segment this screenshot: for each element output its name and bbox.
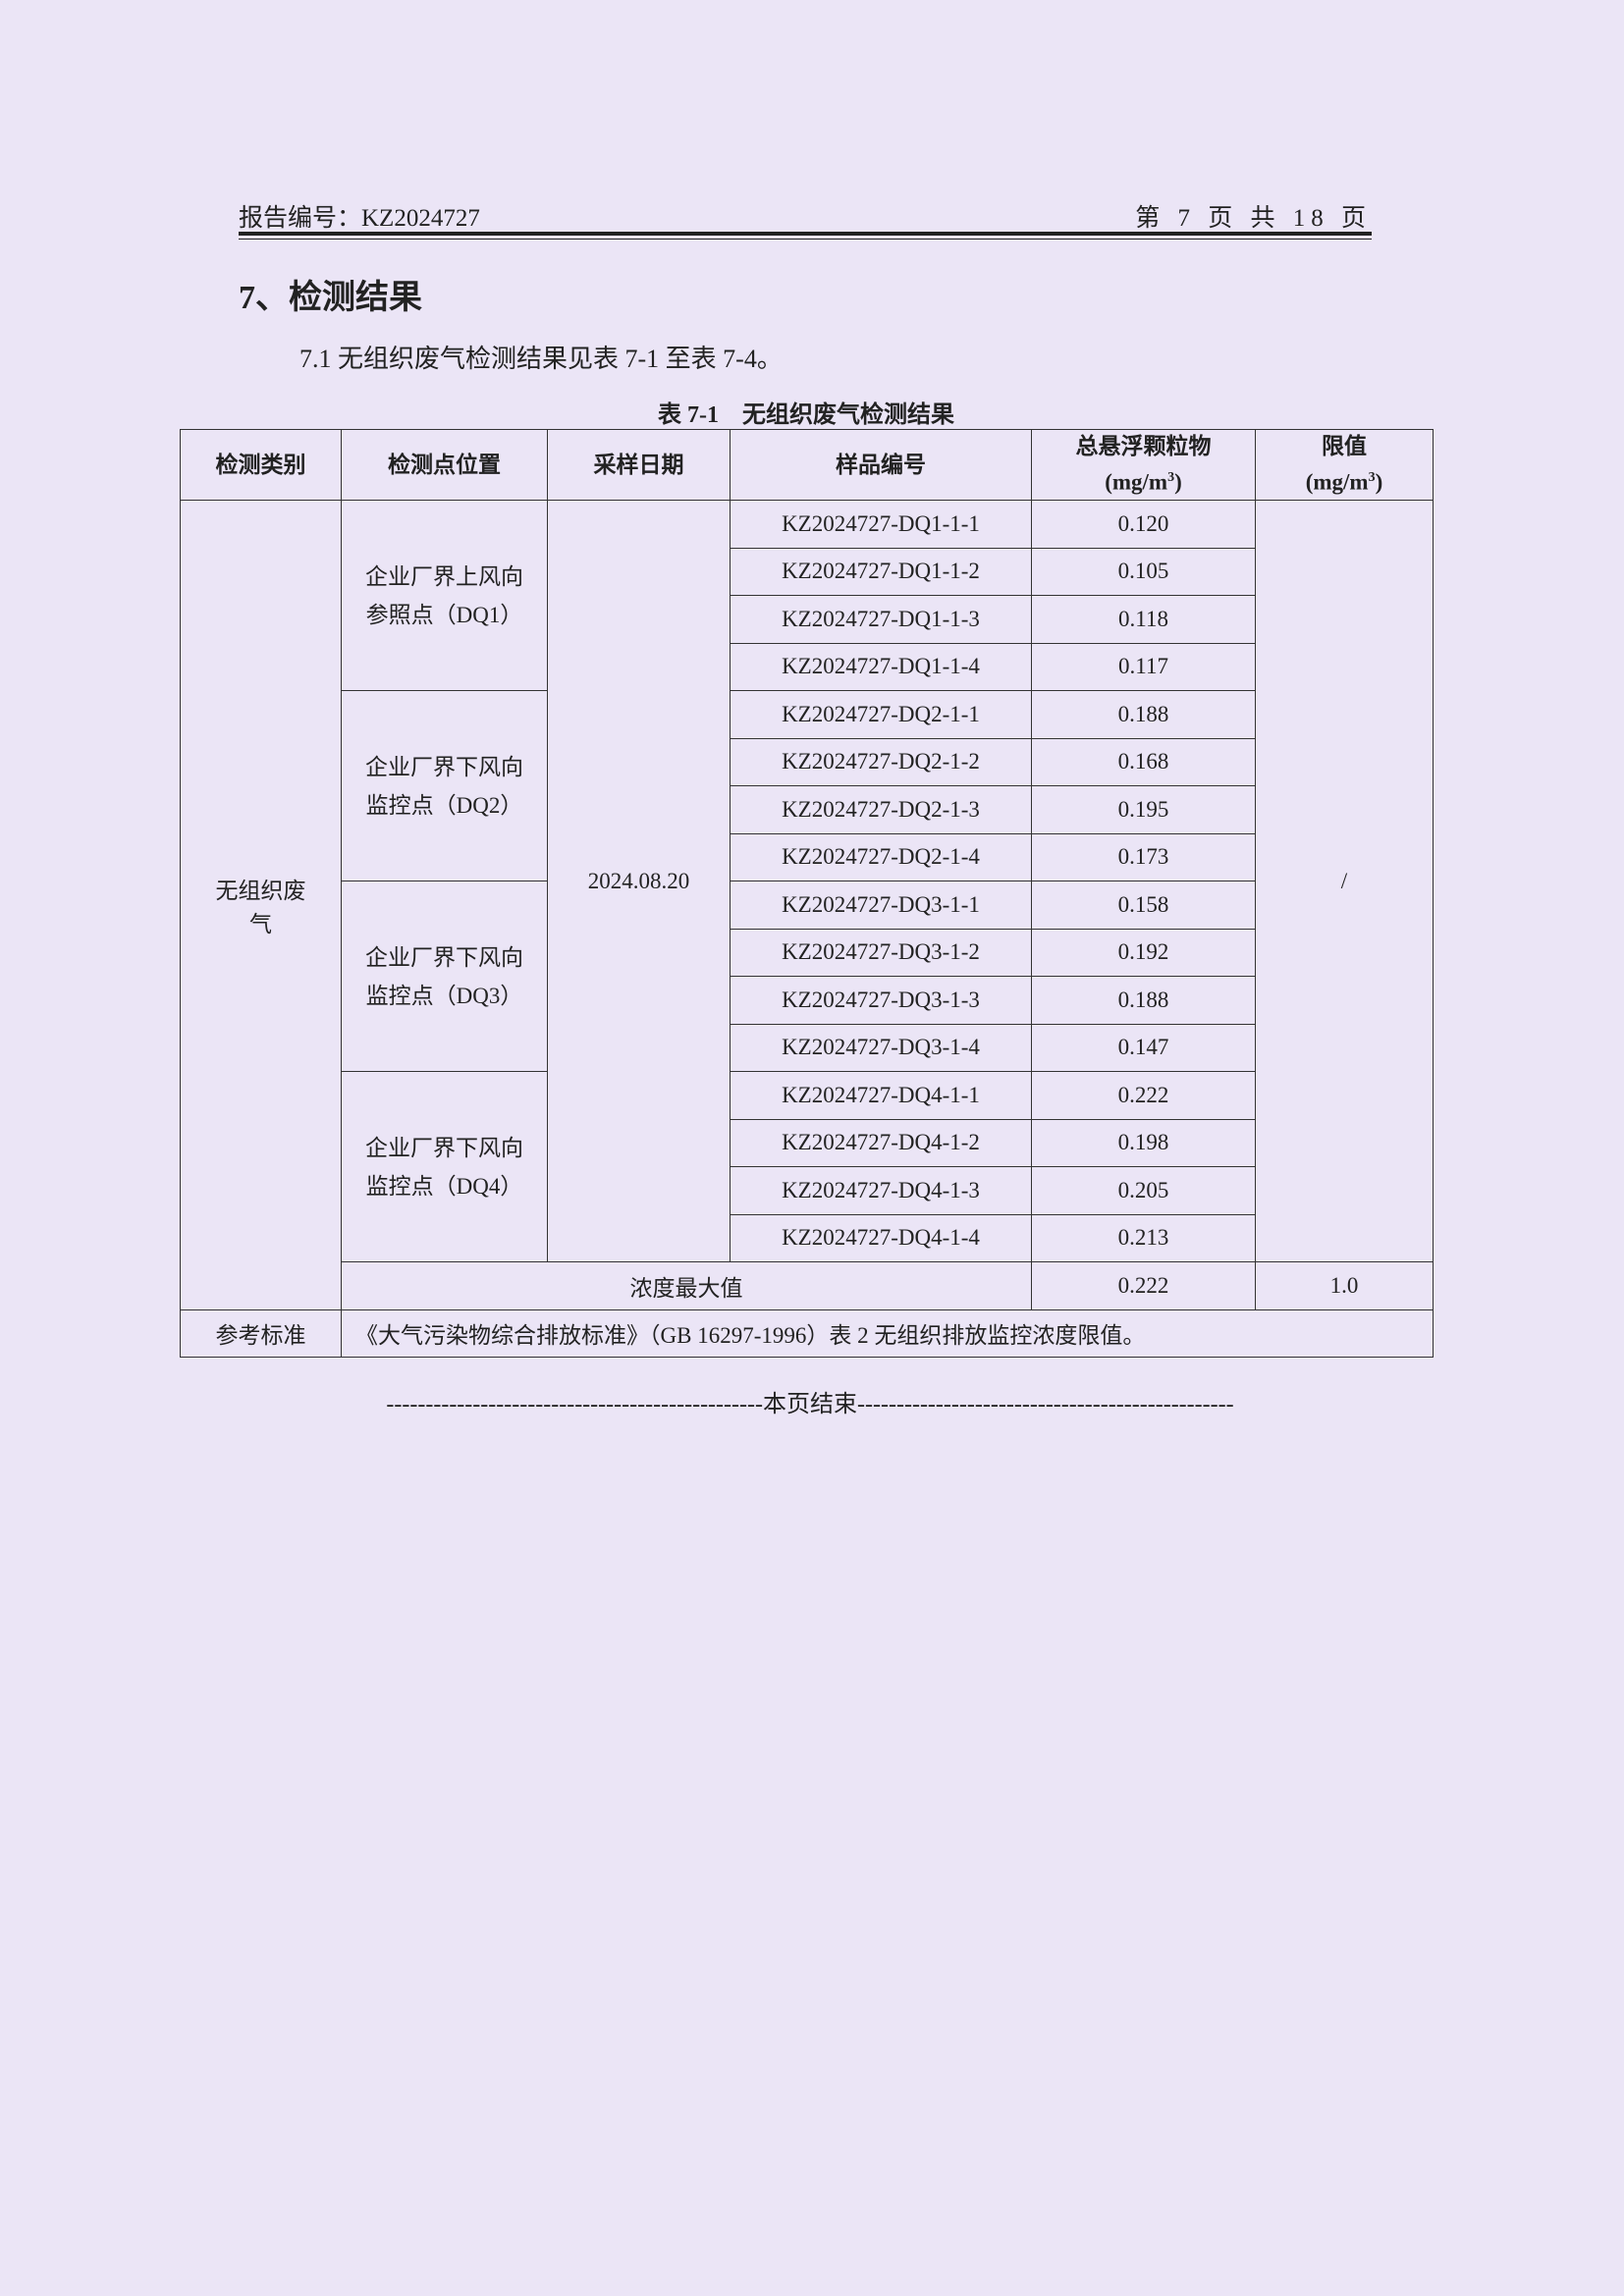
sample-id: KZ2024727-DQ2-1-3 (730, 785, 1032, 834)
col-header: 采样日期 (547, 429, 731, 501)
sample-id: KZ2024727-DQ4-1-4 (730, 1213, 1032, 1262)
table-caption: 表 7-1 无组织废气检测结果 (658, 402, 954, 428)
col-header-tsp: 总悬浮颗粒物 (mg/m3) (1031, 429, 1256, 501)
report-number: 报告编号：KZ2024727 (239, 205, 480, 232)
sample-id: KZ2024727-DQ3-1-2 (730, 928, 1032, 977)
tsp-value: 0.188 (1031, 976, 1256, 1025)
max-value: 0.222 (1031, 1261, 1256, 1310)
tsp-value: 0.198 (1031, 1118, 1256, 1167)
sample-id: KZ2024727-DQ1-1-3 (730, 595, 1032, 644)
table-row: 无组织废气 企业厂界上风向参照点（DQ1） 2024.08.20 KZ2024727-… (180, 500, 1434, 1310)
reference-row: 参考标准 《大气污染物综合排放标准》（GB 16297-1996）表 2 无组织排… (180, 1308, 1434, 1358)
table-row: KZ2024727-DQ3-1-3 0.188 (181, 976, 1434, 1025)
table-row: KZ2024727-DQ4-1-3 0.205 (181, 1166, 1434, 1215)
header-rule-thin (239, 239, 1372, 240)
sample-id: KZ2024727-DQ1-1-4 (730, 642, 1032, 691)
intro-paragraph: 7.1 无组织废气检测结果见表 7-1 至表 7-4。 (299, 345, 783, 373)
table-row: KZ2024727-DQ2-1-4 0.173 (181, 832, 1434, 881)
table-row: KZ2024727-DQ3-1-2 0.192 (181, 928, 1434, 977)
sample-id: KZ2024727-DQ3-1-3 (730, 976, 1032, 1025)
location-cell: 企业厂界上风向参照点（DQ1） (341, 500, 548, 691)
table-row: 企业厂界下风向监控点（DQ3） KZ2024727-DQ3-1-1 0.158 (181, 881, 1434, 1072)
col-header: 检测类别 (180, 429, 342, 501)
table-row: KZ2024727-DQ2-1-3 0.195 (181, 785, 1434, 834)
table-row: 企业厂界下风向监控点（DQ4） KZ2024727-DQ4-1-1 0.222 (181, 1071, 1434, 1262)
max-row: 浓度最大值 0.222 1.0 (181, 1261, 1434, 1310)
sample-id: KZ2024727-DQ2-1-1 (730, 690, 1032, 739)
location-cell: 企业厂界下风向监控点（DQ3） (341, 881, 548, 1072)
sample-id: KZ2024727-DQ3-1-1 (730, 881, 1032, 930)
col-header-limit: 限值 (mg/m3) (1255, 429, 1434, 501)
table-row: KZ2024727-DQ4-1-2 0.198 (181, 1118, 1434, 1167)
tsp-value: 0.213 (1031, 1213, 1256, 1262)
sample-id: KZ2024727-DQ3-1-4 (730, 1023, 1032, 1072)
reference-text: 《大气污染物综合排放标准》（GB 16297-1996）表 2 无组织排放监控浓… (341, 1308, 1434, 1358)
tsp-value: 0.147 (1031, 1023, 1256, 1072)
sample-id: KZ2024727-DQ2-1-4 (730, 832, 1032, 881)
page-number: 第 7 页 共 18 页 (1135, 205, 1372, 232)
tsp-value: 0.168 (1031, 737, 1256, 786)
results-table: 检测类别 检测点位置 采样日期 样品编号 总悬浮颗粒物 (mg/m3) 限值 (mg… (180, 429, 1434, 1358)
location-cell: 企业厂界下风向监控点（DQ2） (341, 690, 548, 881)
tsp-value: 0.105 (1031, 547, 1256, 596)
table-row: KZ2024727-DQ1-1-2 0.105 (181, 547, 1434, 596)
sample-id: KZ2024727-DQ4-1-2 (730, 1118, 1032, 1167)
max-label: 浓度最大值 (341, 1261, 1032, 1310)
tsp-value: 0.158 (1031, 881, 1256, 930)
max-limit: 1.0 (1255, 1261, 1434, 1310)
sample-id: KZ2024727-DQ2-1-2 (730, 737, 1032, 786)
table-row: KZ2024727-DQ3-1-4 0.147 (181, 1023, 1434, 1072)
col-header: 检测点位置 (341, 429, 548, 501)
sample-id: KZ2024727-DQ1-1-1 (730, 500, 1032, 549)
table-row: 企业厂界下风向监控点（DQ2） KZ2024727-DQ2-1-1 0.188 (181, 690, 1434, 881)
table-row: KZ2024727-DQ4-1-4 0.213 (181, 1213, 1434, 1262)
sample-id: KZ2024727-DQ4-1-3 (730, 1166, 1032, 1215)
date-cell: 2024.08.20 (547, 500, 731, 1262)
tsp-value: 0.205 (1031, 1166, 1256, 1215)
location-cell: 企业厂界下风向监控点（DQ4） (341, 1071, 548, 1262)
sample-id: KZ2024727-DQ1-1-2 (730, 547, 1032, 596)
category-cell: 无组织废气 (180, 500, 342, 1310)
tsp-value: 0.192 (1031, 928, 1256, 977)
tsp-value: 0.173 (1031, 832, 1256, 881)
tsp-value: 0.188 (1031, 690, 1256, 739)
tsp-value: 0.222 (1031, 1071, 1256, 1120)
tsp-value: 0.120 (1031, 500, 1256, 549)
section-title: 7、检测结果 (239, 280, 422, 316)
page-end-marker: ----------------------------------------… (386, 1392, 1234, 1417)
sample-id: KZ2024727-DQ4-1-1 (730, 1071, 1032, 1120)
tsp-value: 0.117 (1031, 642, 1256, 691)
reference-label: 参考标准 (180, 1308, 342, 1358)
col-header: 样品编号 (730, 429, 1032, 501)
tsp-value: 0.195 (1031, 785, 1256, 834)
limit-cell: / (1255, 500, 1434, 1262)
tsp-value: 0.118 (1031, 595, 1256, 644)
header-rule (239, 232, 1372, 236)
